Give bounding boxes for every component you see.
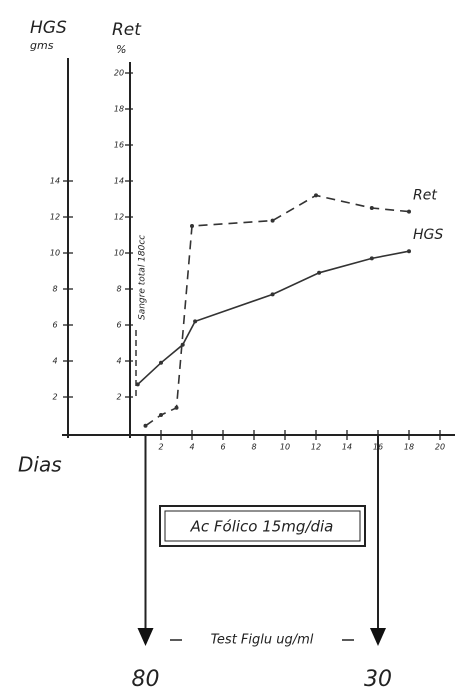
series-label: Ret <box>413 188 437 204</box>
y-axis-label: HGS <box>30 18 67 38</box>
y2-tick-label: 10 <box>114 249 124 258</box>
x-tick-label: 12 <box>311 443 321 452</box>
point <box>159 413 163 417</box>
test-label: Test Figlu ug/ml <box>211 633 314 648</box>
x-tick-label: 10 <box>280 443 290 452</box>
y-axis-unit: gms <box>30 39 54 52</box>
point <box>144 424 148 428</box>
y-tick-label: 10 <box>50 249 60 258</box>
point <box>407 210 411 214</box>
x-tick-label: 6 <box>220 443 225 452</box>
point <box>175 406 179 410</box>
series-label: HGS <box>413 227 443 243</box>
x-tick-label: 4 <box>189 443 194 452</box>
y-tick-label: 8 <box>52 285 57 294</box>
x-tick-label: 8 <box>251 443 256 452</box>
point <box>314 193 318 197</box>
y-tick-label: 14 <box>50 177 60 186</box>
y-tick-label: 12 <box>50 213 60 222</box>
point <box>317 271 321 275</box>
chart: HGS gms Ret % Dias Sangre total 180cc Ac… <box>0 0 465 695</box>
point <box>190 224 194 228</box>
y2-axis-unit: % <box>116 43 126 56</box>
x-tick-label: 18 <box>404 443 414 452</box>
x-axis-label: Dias <box>18 453 62 477</box>
y-tick-label: 6 <box>52 321 57 330</box>
x-tick-label: 20 <box>435 443 445 452</box>
y2-axis-label: Ret <box>112 20 142 40</box>
annotation: Sangre total 180cc <box>138 235 148 320</box>
test-value: 80 <box>132 667 160 692</box>
y2-tick-label: 16 <box>114 141 124 150</box>
point <box>136 382 140 386</box>
y2-tick-label: 4 <box>116 357 121 366</box>
y2-tick-label: 14 <box>114 177 124 186</box>
y-tick-label: 4 <box>52 357 57 366</box>
point <box>193 319 197 323</box>
point <box>370 206 374 210</box>
test-value: 30 <box>364 667 392 692</box>
point <box>271 219 275 223</box>
y2-tick-label: 8 <box>116 285 121 294</box>
y2-tick-label: 12 <box>114 213 124 222</box>
y2-tick-label: 18 <box>114 105 124 114</box>
y-tick-label: 2 <box>52 393 57 402</box>
y2-tick-label: 6 <box>116 321 121 330</box>
series-line <box>138 251 409 384</box>
point <box>370 256 374 260</box>
x-tick-label: 2 <box>158 443 163 452</box>
series-line <box>146 195 410 425</box>
arrow-head <box>370 628 386 646</box>
x-tick-label: 14 <box>342 443 352 452</box>
y2-tick-label: 2 <box>116 393 121 402</box>
y2-tick-label: 20 <box>114 69 124 78</box>
arrow-head <box>138 628 154 646</box>
treatment-label: Ac Fólico 15mg/dia <box>190 518 334 536</box>
point <box>407 249 411 253</box>
point <box>271 292 275 296</box>
point <box>159 361 163 365</box>
